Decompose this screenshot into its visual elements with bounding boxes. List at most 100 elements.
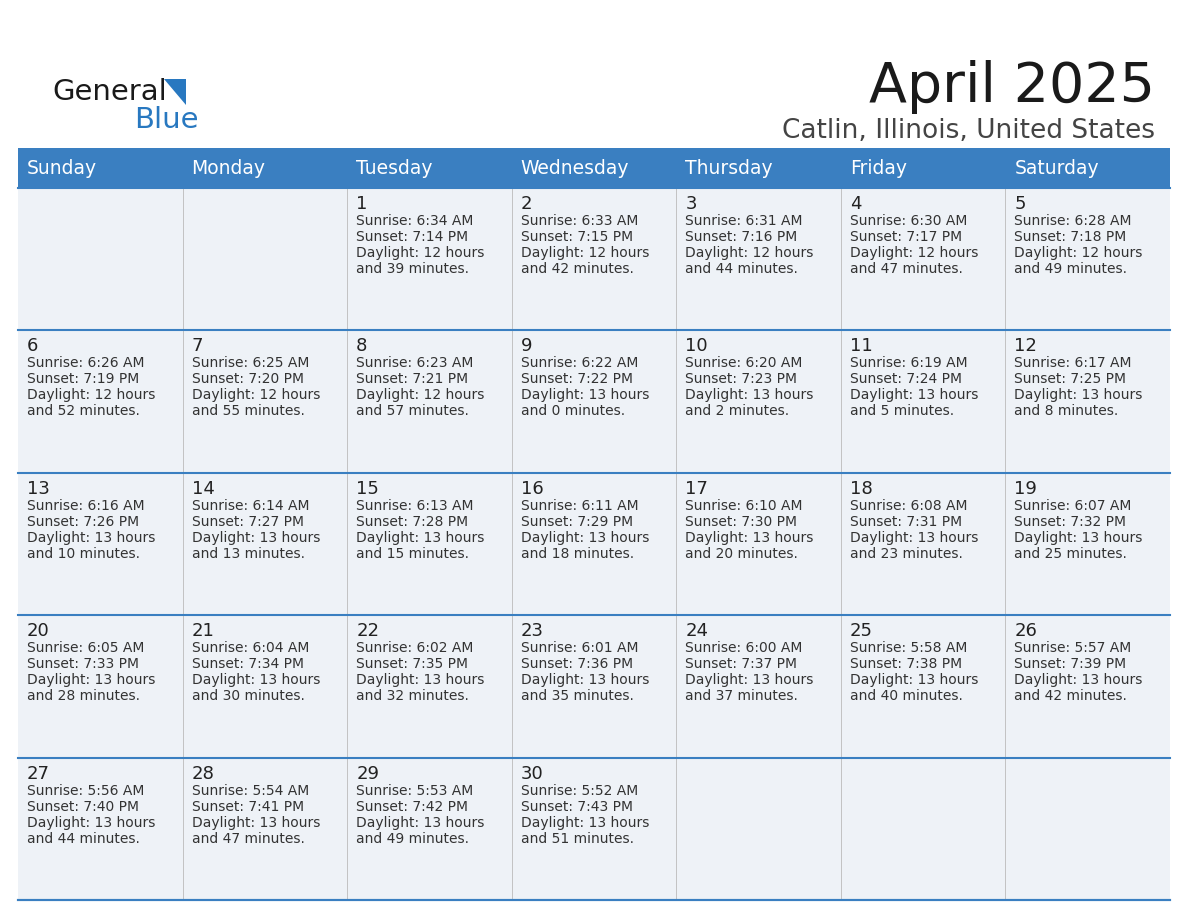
Text: 23: 23 — [520, 622, 544, 640]
Text: Sunday: Sunday — [27, 159, 97, 177]
Text: Sunset: 7:37 PM: Sunset: 7:37 PM — [685, 657, 797, 671]
Text: General: General — [52, 78, 166, 106]
Text: Daylight: 12 hours: Daylight: 12 hours — [520, 246, 649, 260]
Text: 6: 6 — [27, 338, 38, 355]
Text: Sunset: 7:15 PM: Sunset: 7:15 PM — [520, 230, 633, 244]
Bar — [18, 330, 1170, 473]
Text: 16: 16 — [520, 480, 543, 498]
Text: Sunrise: 6:22 AM: Sunrise: 6:22 AM — [520, 356, 638, 370]
Text: 4: 4 — [849, 195, 861, 213]
Text: Daylight: 13 hours: Daylight: 13 hours — [849, 388, 978, 402]
Text: 21: 21 — [191, 622, 215, 640]
Text: and 40 minutes.: and 40 minutes. — [849, 689, 962, 703]
Bar — [18, 757, 1170, 900]
Text: 7: 7 — [191, 338, 203, 355]
Text: Sunset: 7:36 PM: Sunset: 7:36 PM — [520, 657, 633, 671]
Text: and 15 minutes.: and 15 minutes. — [356, 547, 469, 561]
Bar — [18, 615, 1170, 757]
Polygon shape — [164, 79, 187, 105]
Text: Daylight: 13 hours: Daylight: 13 hours — [27, 673, 156, 688]
Text: 29: 29 — [356, 765, 379, 783]
Text: and 23 minutes.: and 23 minutes. — [849, 547, 962, 561]
Text: and 39 minutes.: and 39 minutes. — [356, 262, 469, 276]
Text: Daylight: 13 hours: Daylight: 13 hours — [685, 673, 814, 688]
Text: Sunrise: 6:07 AM: Sunrise: 6:07 AM — [1015, 498, 1132, 513]
Text: Sunrise: 5:58 AM: Sunrise: 5:58 AM — [849, 641, 967, 655]
Text: 15: 15 — [356, 480, 379, 498]
Text: Sunrise: 6:11 AM: Sunrise: 6:11 AM — [520, 498, 638, 513]
Text: Sunset: 7:30 PM: Sunset: 7:30 PM — [685, 515, 797, 529]
Text: and 42 minutes.: and 42 minutes. — [1015, 689, 1127, 703]
Text: Daylight: 13 hours: Daylight: 13 hours — [27, 531, 156, 544]
Text: and 30 minutes.: and 30 minutes. — [191, 689, 304, 703]
Text: Monday: Monday — [191, 159, 266, 177]
Text: and 13 minutes.: and 13 minutes. — [191, 547, 304, 561]
Text: Sunset: 7:39 PM: Sunset: 7:39 PM — [1015, 657, 1126, 671]
Text: 27: 27 — [27, 765, 50, 783]
Text: Sunset: 7:42 PM: Sunset: 7:42 PM — [356, 800, 468, 813]
Text: Sunset: 7:27 PM: Sunset: 7:27 PM — [191, 515, 304, 529]
Text: Sunset: 7:26 PM: Sunset: 7:26 PM — [27, 515, 139, 529]
Text: Sunset: 7:19 PM: Sunset: 7:19 PM — [27, 373, 139, 386]
Text: Daylight: 12 hours: Daylight: 12 hours — [191, 388, 320, 402]
Text: Sunrise: 5:56 AM: Sunrise: 5:56 AM — [27, 784, 145, 798]
Text: and 42 minutes.: and 42 minutes. — [520, 262, 633, 276]
Text: 25: 25 — [849, 622, 873, 640]
Text: Sunrise: 6:14 AM: Sunrise: 6:14 AM — [191, 498, 309, 513]
Text: 1: 1 — [356, 195, 367, 213]
Text: Daylight: 13 hours: Daylight: 13 hours — [849, 531, 978, 544]
Text: Sunrise: 5:57 AM: Sunrise: 5:57 AM — [1015, 641, 1132, 655]
Text: and 0 minutes.: and 0 minutes. — [520, 405, 625, 419]
Text: Sunrise: 6:13 AM: Sunrise: 6:13 AM — [356, 498, 474, 513]
Text: Sunset: 7:16 PM: Sunset: 7:16 PM — [685, 230, 797, 244]
Text: Sunset: 7:41 PM: Sunset: 7:41 PM — [191, 800, 304, 813]
Text: 28: 28 — [191, 765, 215, 783]
Text: Sunrise: 6:17 AM: Sunrise: 6:17 AM — [1015, 356, 1132, 370]
Text: Sunset: 7:31 PM: Sunset: 7:31 PM — [849, 515, 962, 529]
Text: Daylight: 13 hours: Daylight: 13 hours — [356, 815, 485, 830]
Text: and 25 minutes.: and 25 minutes. — [1015, 547, 1127, 561]
Text: Sunrise: 6:00 AM: Sunrise: 6:00 AM — [685, 641, 803, 655]
Text: Sunset: 7:32 PM: Sunset: 7:32 PM — [1015, 515, 1126, 529]
Text: Sunset: 7:24 PM: Sunset: 7:24 PM — [849, 373, 962, 386]
Text: Daylight: 12 hours: Daylight: 12 hours — [356, 246, 485, 260]
Text: 17: 17 — [685, 480, 708, 498]
Text: Daylight: 12 hours: Daylight: 12 hours — [685, 246, 814, 260]
Text: 11: 11 — [849, 338, 873, 355]
Text: 26: 26 — [1015, 622, 1037, 640]
Text: Thursday: Thursday — [685, 159, 773, 177]
Text: and 47 minutes.: and 47 minutes. — [191, 832, 304, 845]
Text: and 32 minutes.: and 32 minutes. — [356, 689, 469, 703]
Text: and 18 minutes.: and 18 minutes. — [520, 547, 634, 561]
Text: Sunset: 7:17 PM: Sunset: 7:17 PM — [849, 230, 962, 244]
Text: Sunrise: 6:31 AM: Sunrise: 6:31 AM — [685, 214, 803, 228]
Text: Daylight: 13 hours: Daylight: 13 hours — [191, 815, 320, 830]
Text: Sunset: 7:43 PM: Sunset: 7:43 PM — [520, 800, 633, 813]
Text: and 49 minutes.: and 49 minutes. — [1015, 262, 1127, 276]
Text: Sunrise: 6:04 AM: Sunrise: 6:04 AM — [191, 641, 309, 655]
Text: Daylight: 12 hours: Daylight: 12 hours — [1015, 246, 1143, 260]
Text: Sunset: 7:21 PM: Sunset: 7:21 PM — [356, 373, 468, 386]
Text: Sunrise: 6:25 AM: Sunrise: 6:25 AM — [191, 356, 309, 370]
Bar — [18, 188, 1170, 330]
Text: Sunset: 7:29 PM: Sunset: 7:29 PM — [520, 515, 633, 529]
Text: Daylight: 13 hours: Daylight: 13 hours — [1015, 531, 1143, 544]
Text: Sunrise: 6:01 AM: Sunrise: 6:01 AM — [520, 641, 638, 655]
Text: Blue: Blue — [134, 106, 198, 134]
Text: Sunset: 7:25 PM: Sunset: 7:25 PM — [1015, 373, 1126, 386]
Text: Sunrise: 6:30 AM: Sunrise: 6:30 AM — [849, 214, 967, 228]
Text: Tuesday: Tuesday — [356, 159, 432, 177]
Text: and 44 minutes.: and 44 minutes. — [27, 832, 140, 845]
Bar — [18, 473, 1170, 615]
Text: 18: 18 — [849, 480, 873, 498]
Text: and 35 minutes.: and 35 minutes. — [520, 689, 633, 703]
Text: 5: 5 — [1015, 195, 1026, 213]
Text: Daylight: 13 hours: Daylight: 13 hours — [191, 531, 320, 544]
Text: Saturday: Saturday — [1015, 159, 1099, 177]
Text: Sunrise: 6:02 AM: Sunrise: 6:02 AM — [356, 641, 474, 655]
Text: and 52 minutes.: and 52 minutes. — [27, 405, 140, 419]
Text: Sunset: 7:40 PM: Sunset: 7:40 PM — [27, 800, 139, 813]
Text: Daylight: 12 hours: Daylight: 12 hours — [356, 388, 485, 402]
Text: Daylight: 13 hours: Daylight: 13 hours — [520, 815, 649, 830]
Text: Daylight: 13 hours: Daylight: 13 hours — [1015, 388, 1143, 402]
